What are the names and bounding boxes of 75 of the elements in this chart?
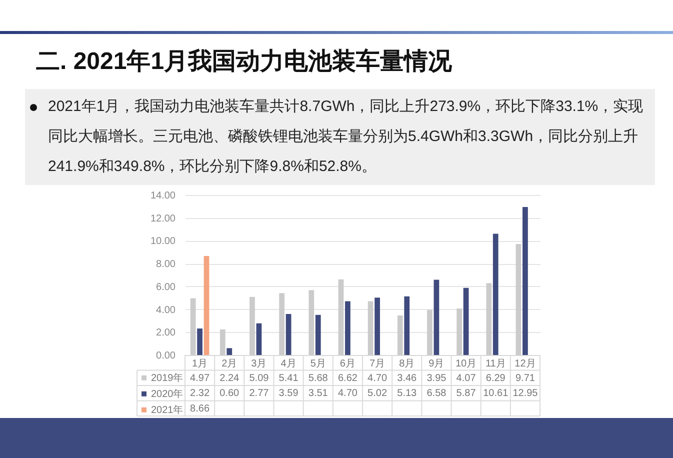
data-label: 5.09 [249, 372, 270, 384]
data-label: 6.58 [426, 388, 447, 400]
data-label: 6.62 [338, 372, 358, 384]
data-label: 6.29 [486, 372, 506, 384]
bar [427, 310, 432, 355]
data-label: 4.97 [190, 372, 210, 384]
data-label: 3.51 [308, 388, 328, 400]
bar [220, 329, 226, 355]
data-label: 9.71 [515, 372, 536, 384]
chart-title: 二. 2021年1月我国动力电池装车量情况 [36, 47, 452, 77]
data-label: 5.02 [368, 388, 388, 400]
data-label: 10.61 [483, 388, 509, 400]
y-tick-label: 12.00 [150, 213, 176, 224]
x-tick-label: 4月 [280, 358, 296, 370]
data-label: 8.66 [190, 403, 210, 414]
y-tick-label: 4.00 [156, 304, 176, 316]
bar [308, 290, 314, 355]
data-label: 5.41 [278, 372, 299, 384]
y-tick-label: 0.00 [156, 350, 176, 362]
x-tick-label: 6月 [340, 358, 356, 370]
bar [279, 293, 285, 355]
x-tick-label: 1月 [192, 358, 208, 370]
y-tick-label: 8.00 [156, 259, 176, 270]
bar [345, 301, 350, 355]
y-tick-label: 14.00 [150, 190, 176, 202]
data-label: 3.95 [426, 372, 447, 384]
y-tick-label: 2.00 [156, 328, 176, 339]
bar [374, 298, 380, 355]
bar [256, 323, 262, 355]
bar [456, 308, 462, 355]
data-label: 2.77 [249, 388, 270, 400]
bar [286, 314, 292, 355]
bar [204, 256, 210, 355]
bar [522, 207, 528, 355]
data-label: 4.70 [368, 372, 388, 384]
data-label: 4.70 [338, 388, 358, 400]
data-label: 2.24 [220, 372, 240, 384]
bar [516, 244, 522, 355]
bar [397, 315, 403, 355]
data-label: 4.07 [456, 372, 476, 384]
bar [463, 288, 469, 355]
x-tick-label: 2月 [222, 358, 238, 370]
legend-label: 2020年 [151, 388, 184, 400]
data-label: 5.68 [308, 372, 328, 384]
x-tick-label: 5月 [310, 358, 326, 370]
legend-label: 2021年 [151, 404, 184, 416]
x-tick-label: 12月 [514, 358, 536, 370]
bar [190, 298, 196, 355]
data-label: 2.32 [190, 388, 210, 400]
bar [338, 279, 344, 355]
bar [197, 328, 202, 355]
x-tick-label: 3月 [251, 358, 267, 370]
bar [368, 301, 374, 355]
data-label: 5.87 [456, 388, 476, 400]
x-tick-label: 8月 [399, 358, 415, 370]
bar [226, 348, 232, 355]
data-label: 3.46 [397, 372, 418, 384]
y-tick-label: 10.00 [150, 236, 176, 248]
bar [492, 234, 498, 355]
bar [434, 280, 440, 355]
text: 2021年1月，我国动力电池装车量共计8.7GWh，同比上升273.9%，环比下降33.1%，实现同比大幅增长。三元电池、磷酸铁锂电池装车量分别为5.4GWh和3.3GWh，同比分别上升241.9%和349.8%，环比分别下降9.8%和52.8%。 [48, 97, 644, 177]
data-label: 5.13 [397, 388, 418, 400]
data-label: 12.95 [512, 388, 538, 400]
x-tick-label: 11月 [485, 358, 506, 370]
bar [404, 296, 410, 355]
data-label: 0.60 [220, 388, 240, 400]
bar [486, 283, 492, 355]
x-tick-label: 10月 [455, 358, 477, 370]
data-label: 3.59 [278, 388, 299, 400]
bar [250, 296, 255, 355]
x-tick-label: 7月 [370, 358, 386, 370]
x-tick-label: 9月 [428, 358, 444, 370]
y-tick-label: 6.00 [156, 282, 176, 293]
bar [315, 314, 321, 355]
legend-label: 2019年 [151, 372, 184, 384]
